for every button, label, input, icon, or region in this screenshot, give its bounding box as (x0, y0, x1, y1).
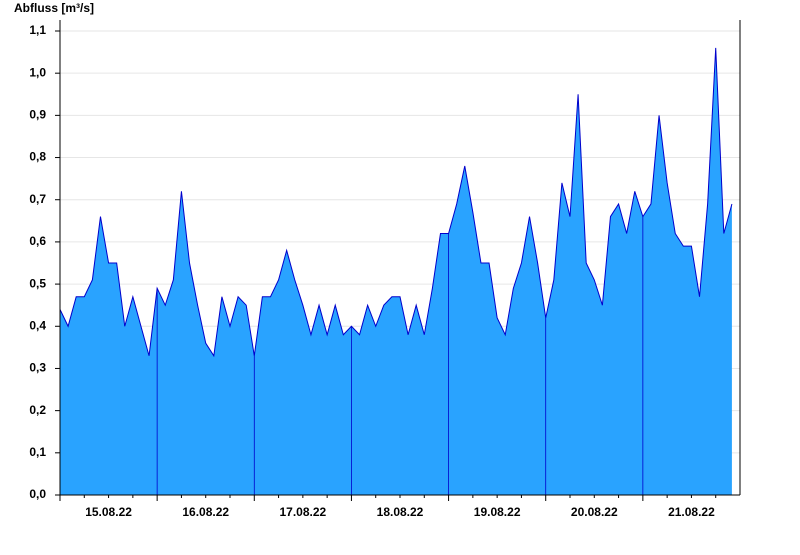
y-tick-label: 0,7 (29, 192, 46, 206)
x-tick-label: 17.08.22 (279, 505, 326, 519)
x-tick-label: 21.08.22 (668, 505, 715, 519)
x-tick-label: 18.08.22 (377, 505, 424, 519)
y-tick-label: 0,2 (29, 403, 46, 417)
x-tick-label: 19.08.22 (474, 505, 521, 519)
y-tick-label: 0,1 (29, 445, 46, 459)
y-tick-label: 0,9 (29, 108, 46, 122)
area (60, 47, 732, 495)
x-tick-label: 16.08.22 (182, 505, 229, 519)
x-tick-label: 20.08.22 (571, 505, 618, 519)
y-tick-label: 0,4 (29, 318, 46, 332)
line (59, 47, 733, 358)
chart-title: Abfluss [m³/s] (14, 1, 94, 15)
y-tick-label: 0,8 (29, 150, 46, 164)
y-tick-label: 0,3 (29, 361, 46, 375)
y-tick-label: 0,6 (29, 234, 46, 248)
y-tick-label: 0,0 (29, 487, 46, 501)
y-tick-label: 1,0 (29, 65, 46, 79)
y-tick-label: 0,5 (29, 276, 46, 290)
y-tick-label: 1,1 (29, 23, 46, 37)
x-tick-label: 15.08.22 (85, 505, 132, 519)
